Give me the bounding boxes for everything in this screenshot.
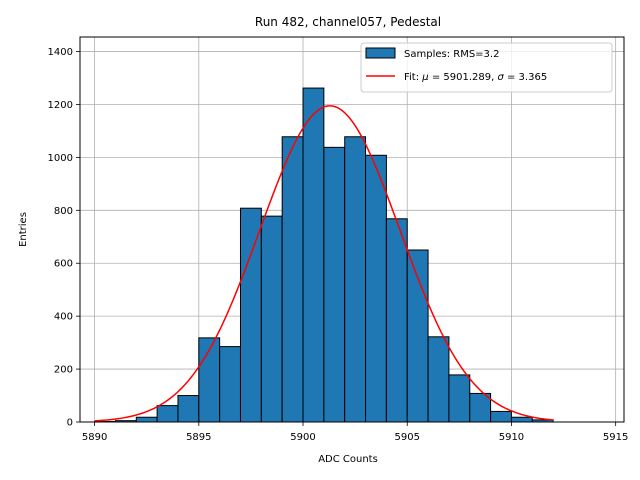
fit-curve — [94, 105, 554, 422]
legend-fit-sigma-value: = 3.365 — [504, 72, 547, 83]
histogram-bar — [469, 392, 492, 423]
histogram-bar — [239, 207, 262, 423]
x-tick-label: 5895 — [186, 432, 211, 443]
histogram-bar — [490, 410, 512, 423]
legend-box — [360, 42, 613, 93]
y-axis-label: Entries — [18, 212, 29, 247]
histogram-bar — [385, 218, 408, 423]
legend-label-fit: Fit: μ = 5901.289, σ = 3.365 — [404, 72, 547, 83]
histogram-bar — [219, 346, 241, 423]
histogram-bar — [135, 416, 158, 423]
histogram-bars — [94, 87, 554, 423]
plot-frame — [79, 36, 625, 423]
legend-swatch-samples — [365, 47, 396, 59]
histogram-bar — [177, 395, 200, 423]
legend-label-samples: Samples: RMS=3.2 — [404, 49, 499, 60]
histogram-bar — [344, 136, 367, 423]
x-tick-label: 5900 — [290, 432, 315, 443]
histogram-bar — [156, 405, 179, 423]
x-tick-label: 5890 — [82, 432, 107, 443]
x-axis: 5890 5895 5900 5905 5910 5915 — [82, 422, 628, 443]
x-tick-label: 5910 — [499, 432, 524, 443]
histogram-bar — [302, 87, 325, 423]
histogram-bar — [365, 154, 387, 423]
x-axis-label: ADC Counts — [318, 454, 378, 465]
legend-fit-mu-value: = 5901.289, — [429, 72, 498, 83]
y-tick-label: 1400 — [48, 47, 73, 58]
y-tick-label: 800 — [54, 206, 73, 217]
histogram-bar — [260, 215, 283, 423]
legend: Samples: RMS=3.2 Fit: μ = 5901.289, σ = … — [360, 42, 613, 93]
histogram-bar — [427, 336, 450, 423]
histogram-bar — [510, 416, 533, 423]
histogram-bar — [281, 136, 304, 423]
y-axis: 0 200 400 600 800 1000 1200 1400 — [48, 47, 80, 429]
y-tick-label: 400 — [54, 312, 73, 323]
x-tick-label: 5915 — [603, 432, 628, 443]
legend-fit-prefix: Fit: — [404, 72, 422, 83]
x-tick-label: 5905 — [395, 432, 420, 443]
histogram-bar — [323, 146, 346, 423]
y-tick-label: 0 — [67, 418, 73, 429]
y-tick-label: 200 — [54, 365, 73, 376]
y-tick-label: 1000 — [48, 153, 73, 164]
y-tick-label: 600 — [54, 259, 73, 270]
chart-title: Run 482, channel057, Pedestal — [255, 15, 441, 29]
histogram-bar — [448, 374, 471, 423]
legend-fit-sigma-symbol: σ — [497, 72, 504, 83]
legend-fit-mu-symbol: μ — [421, 72, 428, 83]
y-tick-label: 1200 — [48, 100, 73, 111]
